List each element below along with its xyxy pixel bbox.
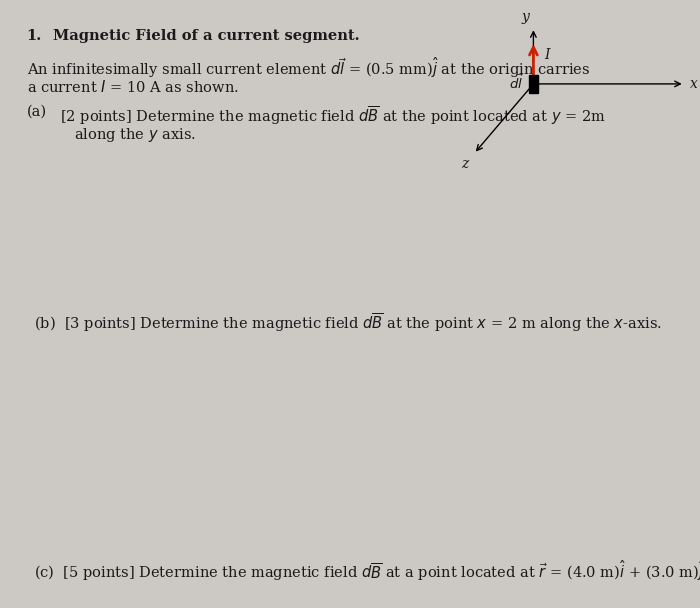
Text: y: y — [521, 10, 529, 24]
Bar — [528, 75, 538, 93]
Text: $d\vec{l}$: $d\vec{l}$ — [509, 74, 524, 92]
Text: An infinitesimally small current element $d\vec{l}$ = (0.5 mm)$\hat{j}$ at the o: An infinitesimally small current element… — [27, 55, 590, 80]
Text: along the $y$ axis.: along the $y$ axis. — [74, 126, 196, 144]
Text: (b)  [3 points] Determine the magnetic field $d\overline{B}$ at the point $x$ = : (b) [3 points] Determine the magnetic fi… — [34, 311, 662, 334]
Text: a current $I$ = 10 A as shown.: a current $I$ = 10 A as shown. — [27, 79, 238, 95]
Text: (c)  [5 points] Determine the magnetic field $d\overline{B}$ at a point located : (c) [5 points] Determine the magnetic fi… — [34, 558, 700, 583]
Text: Magnetic Field of a current segment.: Magnetic Field of a current segment. — [53, 29, 360, 43]
Text: 1.: 1. — [27, 29, 42, 43]
Text: z: z — [461, 157, 468, 171]
Text: I: I — [545, 47, 550, 62]
Text: x: x — [690, 77, 698, 91]
Text: (a): (a) — [27, 105, 47, 119]
Text: [2 points] Determine the magnetic field $d\overline{B}$ at the point located at : [2 points] Determine the magnetic field … — [60, 105, 606, 127]
